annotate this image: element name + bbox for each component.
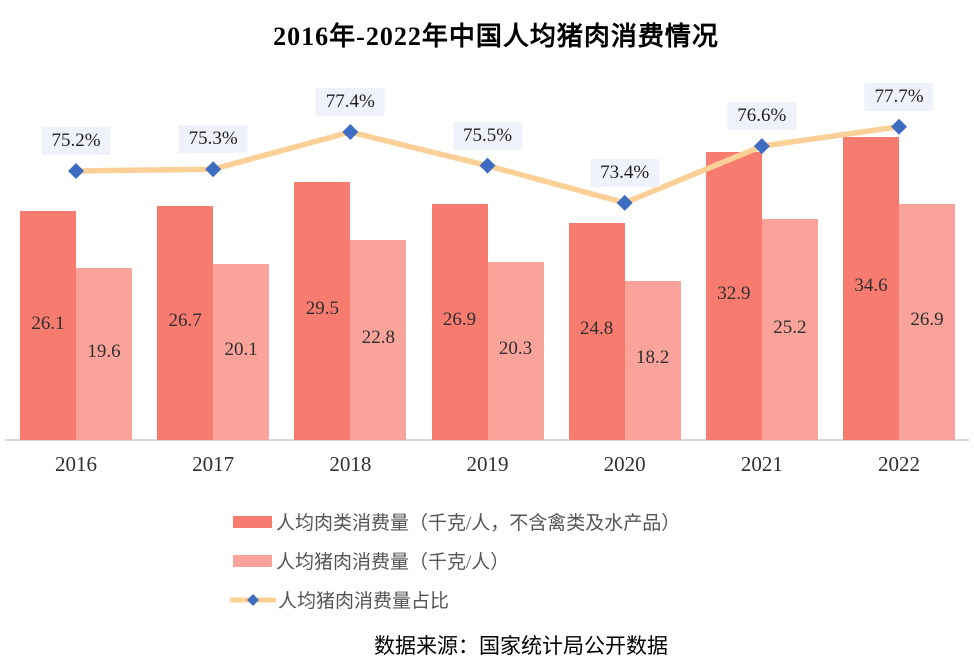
legend-swatch-icon xyxy=(233,515,272,528)
line-point-label-2018: 77.4% xyxy=(315,88,385,117)
bar-value-label: 26.7 xyxy=(168,310,202,332)
line-marker-2019 xyxy=(479,157,496,174)
bar-series2-2021 xyxy=(761,219,818,440)
legend-label: 人均猪肉消费量（千克/人） xyxy=(276,552,510,573)
legend-swatch-icon xyxy=(233,554,272,567)
x-axis-line xyxy=(5,439,969,441)
line-marker-2020 xyxy=(616,194,633,211)
x-tick-2020: 2020 xyxy=(603,452,646,476)
bar-value-label: 18.2 xyxy=(636,347,670,369)
legend-label: 人均肉类消费量（千克/人，不含禽类及水产品） xyxy=(276,513,681,534)
bar-series1-2017 xyxy=(157,206,214,440)
legend-item-1: 人均肉类消费量（千克/人，不含禽类及水产品） xyxy=(233,509,680,534)
bar-value-label: 24.8 xyxy=(580,318,614,340)
line-point-label-2019: 75.5% xyxy=(452,121,523,150)
bar-value-label: 26.9 xyxy=(910,309,944,331)
bar-series2-2018 xyxy=(350,240,407,440)
line-point-label-2016: 75.2% xyxy=(41,126,111,155)
x-tick-2019: 2019 xyxy=(466,452,509,476)
line-marker-2017 xyxy=(205,161,222,178)
bar-value-label: 19.6 xyxy=(87,341,121,363)
legend-item-3: 人均猪肉消费量占比 xyxy=(230,587,680,612)
x-tick-2018: 2018 xyxy=(329,452,372,476)
chart-title: 2016年-2022年中国人均猪肉消费情况 xyxy=(273,22,719,51)
legend-label: 人均猪肉消费量占比 xyxy=(278,591,450,612)
source-note: 数据来源：国家统计局公开数据 xyxy=(374,634,668,658)
bar-value-label: 26.1 xyxy=(31,312,65,334)
line-point-label-2022: 77.7% xyxy=(864,82,934,111)
bar-value-label: 26.9 xyxy=(442,309,477,331)
x-tick-2021: 2021 xyxy=(740,452,783,476)
bar-series1-2020 xyxy=(568,222,625,440)
x-tick-2022: 2022 xyxy=(878,452,921,476)
bar-series2-2017 xyxy=(213,263,270,440)
bar-value-label: 20.1 xyxy=(224,338,258,360)
bar-value-label: 20.3 xyxy=(498,338,533,360)
plot-area: 26.1 26.7 29.5 26.9 24.8 32.9 34.6 19.6 20.1 22.8… xyxy=(5,82,969,476)
line-point-label-2021: 76.6% xyxy=(727,102,797,131)
legend-item-2: 人均猪肉消费量（千克/人） xyxy=(233,548,680,573)
bar-series2-2022 xyxy=(899,204,956,440)
bar-series1-2018 xyxy=(294,181,351,440)
bar-series2-2019 xyxy=(487,262,544,440)
line-point-label-2017: 75.3% xyxy=(178,125,248,154)
x-tick-2017: 2017 xyxy=(192,452,235,476)
line-marker-2018 xyxy=(342,124,359,141)
bar-value-label: 29.5 xyxy=(305,297,339,319)
line-marker-2022 xyxy=(891,118,908,135)
x-tick-2016: 2016 xyxy=(55,452,97,476)
line-point-label-2020: 73.4% xyxy=(590,158,660,187)
bar-series2-2016 xyxy=(76,268,132,440)
bar-series1-2016 xyxy=(20,211,76,440)
legend: 人均肉类消费量（千克/人，不含禽类及水产品） 人均猪肉消费量（千克/人） 人均猪肉消… xyxy=(230,509,680,626)
bar-value-label: 25.2 xyxy=(773,316,807,338)
bar-value-label: 32.9 xyxy=(717,282,751,304)
line-marker-2016 xyxy=(68,162,84,179)
bar-series1-2019 xyxy=(431,204,488,440)
bar-value-label: 34.6 xyxy=(854,275,888,297)
bar-value-label: 22.8 xyxy=(361,327,395,349)
bar-series2-2020 xyxy=(624,280,681,440)
legend-line-marker-icon xyxy=(230,593,276,606)
